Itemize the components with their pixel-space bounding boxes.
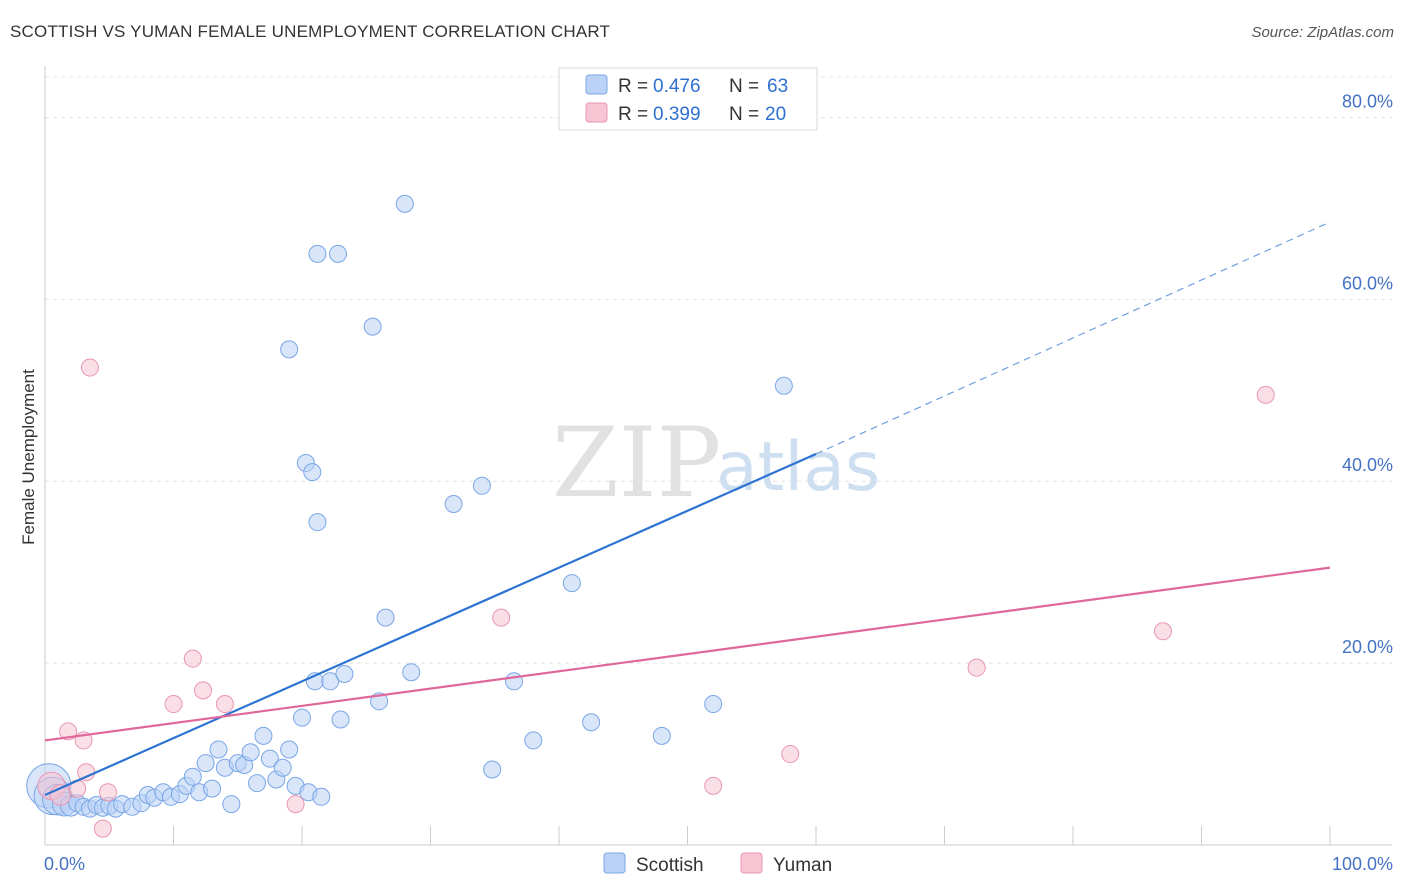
yuman-point-14	[492, 608, 511, 627]
scottish-point-46	[328, 244, 347, 263]
legend-r-value-yuman: 0.399	[653, 104, 701, 125]
yuman-points	[37, 358, 1275, 838]
yuman-point-11	[194, 681, 213, 700]
yuman-point-15	[704, 776, 723, 795]
y-tick-label-0: 20.0%	[1342, 637, 1393, 657]
scottish-point-54	[376, 608, 395, 627]
scottish-point-52	[331, 710, 350, 729]
watermark-atlas: atlas	[716, 428, 880, 507]
scottish-point-59	[505, 672, 524, 691]
legend-swatch-scottish	[585, 74, 608, 95]
yuman-point-10	[183, 649, 202, 668]
bottom-legend: Scottish Yuman	[603, 852, 832, 876]
scottish-point-61	[562, 574, 581, 593]
scottish-point-63	[652, 726, 671, 745]
scottish-point-23	[196, 754, 215, 773]
yuman-point-19	[1256, 385, 1275, 404]
chart-title: SCOTTISH VS YUMAN FEMALE UNEMPLOYMENT CO…	[10, 22, 611, 41]
scottish-point-32	[254, 726, 273, 745]
bottom-legend-swatch-scottish	[603, 852, 626, 874]
yuman-point-18	[1153, 622, 1172, 641]
legend: R = 0.476 N = 63 R = 0.399 N = 20	[558, 67, 818, 131]
y-tick-label-2: 60.0%	[1342, 273, 1393, 293]
scottish-point-51	[335, 665, 354, 684]
scottish-point-48	[395, 194, 414, 213]
scottish-point-64	[704, 695, 723, 714]
y-tick-label-3: 80.0%	[1342, 91, 1393, 111]
legend-n-value-yuman: 20	[765, 104, 786, 125]
scottish-point-55	[402, 663, 421, 682]
scottish-point-36	[280, 740, 299, 759]
yuman-trend-line	[44, 566, 1331, 742]
x-tick-labels: 0.0% 100.0%	[44, 854, 1393, 874]
scottish-point-40	[312, 787, 331, 806]
scottish-point-31	[248, 774, 267, 793]
scottish-point-50	[321, 672, 340, 691]
scottish-point-44	[280, 340, 299, 359]
scottish-point-57	[472, 476, 491, 495]
scottish-point-27	[222, 795, 241, 814]
bottom-legend-yuman: Yuman	[773, 855, 832, 876]
legend-n-label-yuman: N =	[729, 104, 759, 125]
y-tick-label-1: 40.0%	[1342, 455, 1393, 475]
yuman-point-16	[781, 745, 800, 764]
y-tick-labels: 20.0% 40.0% 60.0% 80.0%	[1342, 91, 1393, 657]
scottish-point-65	[774, 376, 793, 395]
y-axis-label: Female Unemployment	[19, 369, 38, 545]
scottish-point-58	[483, 760, 502, 779]
watermark-zip: ZIP	[552, 407, 721, 519]
scottish-point-43	[308, 513, 327, 532]
trend-lines	[44, 221, 1331, 796]
scottish-trend-line	[44, 452, 817, 796]
watermark: ZIP atlas	[552, 407, 880, 519]
x-tick-label-0: 0.0%	[44, 854, 85, 874]
scottish-point-25	[209, 740, 228, 759]
bottom-legend-swatch-yuman	[740, 852, 763, 874]
scottish-point-35	[273, 758, 292, 777]
legend-n-label-scottish: N =	[729, 76, 759, 97]
legend-swatch-yuman	[585, 102, 608, 123]
scottish-point-30	[241, 743, 260, 762]
x-tick-label-1: 100.0%	[1332, 854, 1393, 874]
legend-r-value-scottish: 0.476	[653, 76, 701, 97]
yuman-point-5	[77, 763, 96, 782]
scottish-point-24	[203, 779, 222, 798]
scottish-point-60	[524, 731, 543, 750]
yuman-point-7	[98, 783, 117, 802]
scottish-trend-extension	[815, 221, 1331, 455]
scottish-point-62	[582, 713, 601, 732]
yuman-point-17	[967, 658, 986, 677]
bottom-legend-scottish: Scottish	[636, 855, 704, 876]
scottish-point-21	[183, 767, 202, 786]
scottish-point-45	[308, 244, 327, 263]
axes	[44, 66, 1392, 846]
scottish-point-38	[293, 708, 311, 727]
gridlines	[45, 76, 1392, 664]
legend-r-label-scottish: R =	[618, 76, 648, 97]
scottish-point-47	[363, 317, 382, 336]
yuman-point-9	[164, 695, 183, 714]
scottish-point-33	[260, 749, 279, 768]
scottish-point-42	[303, 463, 322, 482]
yuman-point-6	[93, 819, 112, 838]
yuman-point-13	[286, 795, 305, 814]
yuman-point-12	[215, 695, 234, 714]
yuman-point-8	[80, 358, 99, 377]
scottish-point-56	[444, 494, 463, 513]
source-label: Source: ZipAtlas.com	[1251, 24, 1394, 41]
yuman-point-2	[59, 722, 78, 741]
legend-r-label-yuman: R =	[618, 104, 648, 125]
legend-n-value-scottish: 63	[767, 76, 788, 97]
